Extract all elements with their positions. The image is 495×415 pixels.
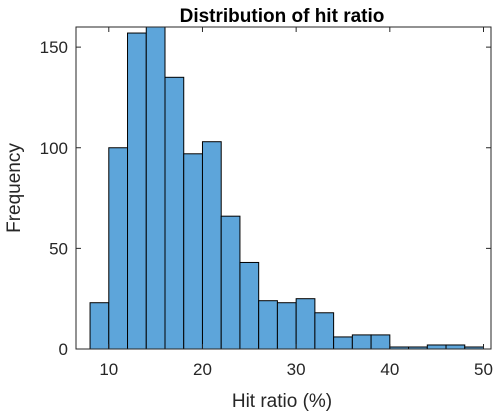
histogram-bar xyxy=(351,334,372,350)
histogram-bar xyxy=(127,32,147,350)
histogram-bar xyxy=(164,76,185,350)
histogram-bar xyxy=(276,302,297,350)
y-tick-label: 50 xyxy=(49,239,68,258)
histogram-bar xyxy=(108,147,129,350)
x-tick-label: 30 xyxy=(287,360,306,379)
y-tick-label: 100 xyxy=(40,139,68,158)
histogram-bar xyxy=(89,302,110,350)
plot-box xyxy=(75,26,492,350)
x-tick-label: 10 xyxy=(99,360,118,379)
histogram-bar xyxy=(426,344,447,350)
x-ticks-group: 10 20 30 40 50 xyxy=(99,27,493,379)
histogram-bar xyxy=(333,336,353,350)
y-tick-label: 150 xyxy=(40,38,68,57)
y-tick-label: 0 xyxy=(59,340,68,359)
histogram-bar xyxy=(183,153,203,350)
y-axis-label: Frequency xyxy=(4,143,25,233)
histogram-bar xyxy=(314,312,335,350)
histogram-bar xyxy=(445,344,466,350)
x-axis-label: Hit ratio (%) xyxy=(232,391,332,412)
histogram-bar xyxy=(201,141,222,350)
y-ticks-group: 0 50 100 150 xyxy=(40,38,491,359)
histogram-bar xyxy=(239,261,260,350)
histogram-bar xyxy=(258,300,278,350)
histogram-bar xyxy=(370,334,391,350)
bars-group xyxy=(89,26,485,350)
x-tick-label: 50 xyxy=(474,360,493,379)
histogram-bar xyxy=(295,298,316,350)
x-tick-label: 20 xyxy=(193,360,212,379)
x-tick-label: 40 xyxy=(380,360,399,379)
histogram-bar xyxy=(220,215,241,350)
histogram-bar xyxy=(145,26,166,350)
chart-title: Distribution of hit ratio xyxy=(180,6,385,27)
